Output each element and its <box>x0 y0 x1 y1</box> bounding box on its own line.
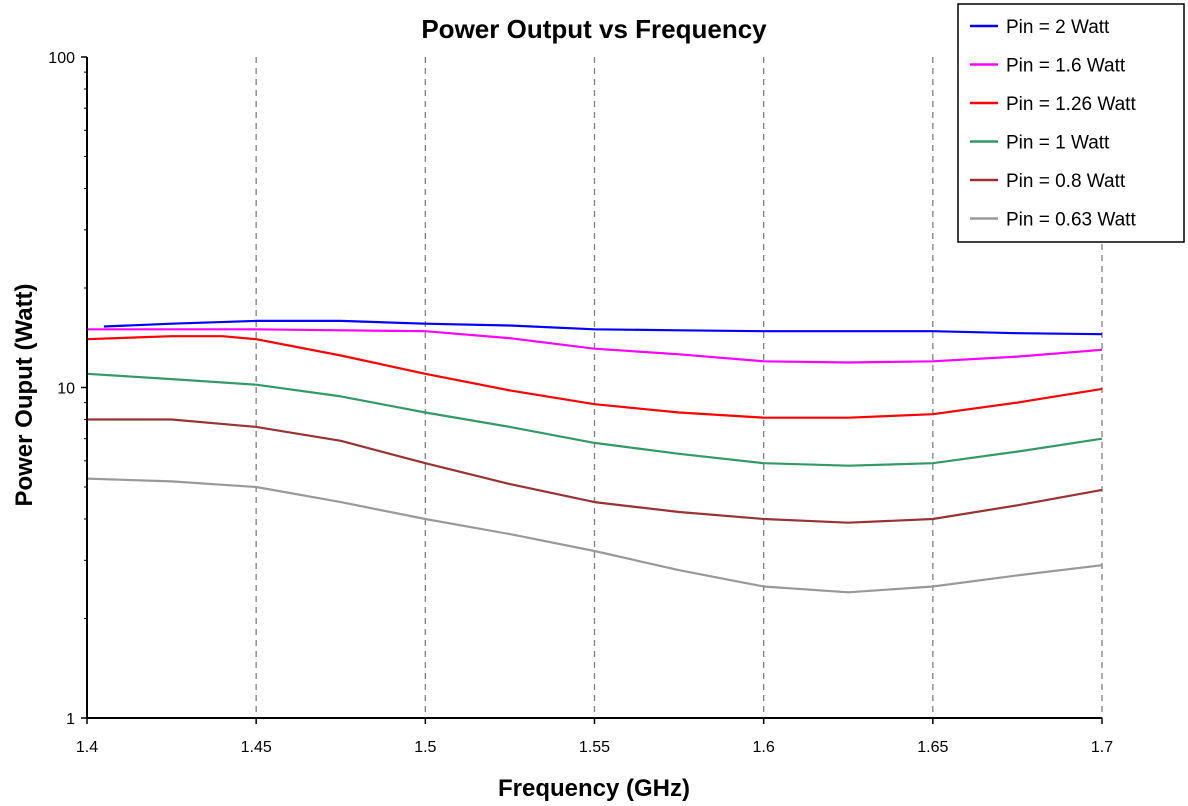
x-axis-label: Frequency (GHz) <box>498 775 690 802</box>
y-tick-label: 1 <box>66 711 75 728</box>
x-tick-label: 1.4 <box>76 739 98 756</box>
axes-layer: 1.4 1.45 1.5 1.55 1.6 1.65 1.7 1 10 100 <box>48 50 1113 756</box>
y-axis-label: Power Ouput (Watt) <box>11 283 38 506</box>
legend-label: Pin = 1 Watt <box>1006 133 1110 154</box>
legend-label: Pin = 0.63 Watt <box>1006 210 1136 231</box>
legend-label: Pin = 2 Watt <box>1006 17 1110 38</box>
legend: Pin = 2 Watt Pin = 1.6 Watt Pin = 1.26 Wat… <box>957 3 1185 243</box>
grid-layer <box>255 57 1103 718</box>
series-line <box>87 418 1103 524</box>
legend-label: Pin = 1.6 Watt <box>1006 56 1126 77</box>
series-line <box>87 328 1103 364</box>
legend-box <box>957 3 1185 243</box>
chart-title: Power Output vs Frequency <box>421 14 767 44</box>
series-line <box>86 335 1103 419</box>
y-tick-label: 10 <box>57 381 75 398</box>
x-tick-label: 1.45 <box>241 739 272 756</box>
series-layer <box>86 319 1103 594</box>
legend-label: Pin = 1.26 Watt <box>1006 94 1136 115</box>
series-line <box>86 477 1103 594</box>
x-tick-label: 1.65 <box>917 739 948 756</box>
x-tick-label: 1.55 <box>579 739 610 756</box>
x-tick-label: 1.6 <box>753 739 775 756</box>
x-tick-label: 1.5 <box>414 739 436 756</box>
legend-label: Pin = 0.8 Watt <box>1006 171 1126 192</box>
series-line <box>86 372 1103 467</box>
series-line <box>103 319 1103 336</box>
y-tick-label: 100 <box>48 50 75 67</box>
x-tick-label: 1.7 <box>1091 739 1113 756</box>
